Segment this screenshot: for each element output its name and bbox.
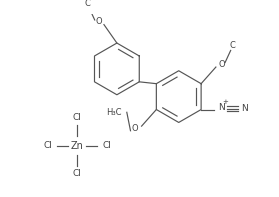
Text: O: O bbox=[95, 17, 102, 26]
Text: O: O bbox=[218, 60, 225, 69]
Text: C: C bbox=[230, 41, 235, 50]
Text: Zn: Zn bbox=[71, 140, 84, 151]
Text: H₃C: H₃C bbox=[106, 108, 122, 117]
Text: Cl: Cl bbox=[73, 169, 82, 178]
Text: Cl: Cl bbox=[43, 141, 52, 150]
Text: +: + bbox=[222, 99, 228, 105]
Text: C: C bbox=[85, 0, 90, 8]
Text: N: N bbox=[218, 103, 225, 112]
Text: O: O bbox=[132, 125, 138, 133]
Text: Cl: Cl bbox=[102, 141, 111, 150]
Text: Cl: Cl bbox=[73, 113, 82, 122]
Text: N: N bbox=[241, 104, 248, 113]
